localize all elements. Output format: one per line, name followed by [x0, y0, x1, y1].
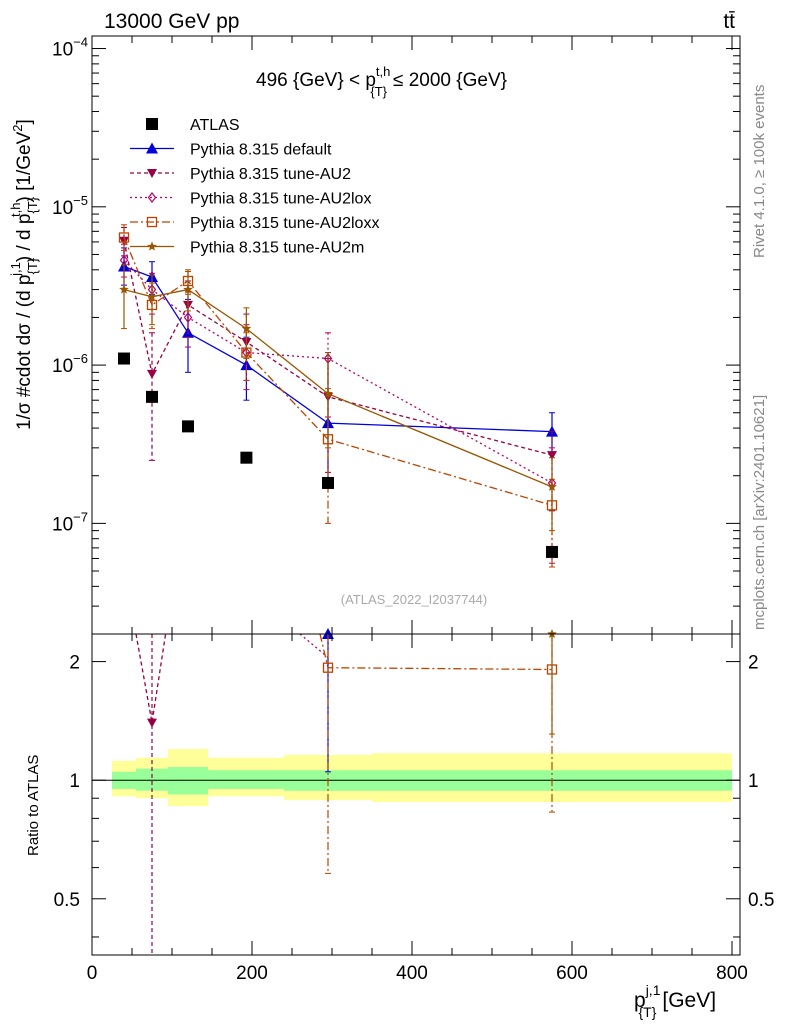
ratio-panel: 0.5 0.5 1 1 2 2 0 200 400 600 800 [54, 628, 774, 984]
header-left: 13000 GeV pp [104, 10, 239, 33]
ratio-point-au2 [147, 718, 157, 728]
mcplots-label: mcplots.cern.ch [arXiv:2401.10621] [751, 395, 768, 630]
series-line-au2lox [123, 259, 553, 484]
ratio-line-au2loxx [319, 633, 553, 671]
point-atlas [322, 476, 334, 489]
plot-title: 496 {GeV} < pt,h {T}≤ 2000 {GeV} [256, 64, 507, 99]
ratio-ytick-label-right: 0.5 [748, 890, 774, 911]
legend-label-default: Pythia 8.315 default [190, 142, 332, 159]
point-au2 [147, 369, 157, 379]
ratio-ytick-label-left: 0.5 [54, 890, 80, 911]
ratio-ytick-label-right: 1 [748, 771, 759, 792]
ratio-ytick-label-right: 2 [748, 653, 759, 674]
main-ytick-label: 10−7 [52, 509, 88, 535]
legend-label-atlas: ATLAS [190, 117, 240, 134]
ratio-ytick-label-left: 2 [69, 653, 80, 674]
ratio-line-au2 [135, 633, 167, 723]
legend-marker-au2loxx [146, 216, 158, 228]
legend-label-au2m: Pythia 8.315 tune-AU2m [190, 240, 364, 257]
xtick-label: 400 [396, 963, 428, 984]
point-atlas [240, 451, 253, 464]
legend-label-au2loxx: Pythia 8.315 tune-AU2loxx [190, 215, 379, 232]
legend-marker-default [146, 142, 158, 154]
point-au2m [241, 323, 252, 333]
main-ytick-label: 10−6 [52, 351, 88, 377]
analysis-watermark: (ATLAS_2022_I2037744) [341, 592, 487, 607]
xtick-label: 200 [236, 963, 268, 984]
series-line-default [123, 265, 553, 433]
legend-label-au2: Pythia 8.315 tune-AU2 [190, 166, 351, 183]
series-line-au2m [123, 288, 553, 488]
ratio-line-au2lox [299, 633, 329, 658]
point-atlas [546, 545, 558, 558]
point-au2m [547, 481, 557, 491]
point-au2m [147, 291, 157, 301]
ratio-frame [91, 633, 741, 956]
header-right: tt̄ [723, 10, 735, 33]
x-axis-label: pj,1 {T} [GeV] [634, 982, 716, 1020]
point-au2m [323, 388, 333, 398]
main-ytick-label: 10−4 [52, 35, 88, 61]
legend-label-au2lox: Pythia 8.315 tune-AU2lox [190, 191, 371, 208]
point-au2lox [183, 311, 193, 323]
band-inner [168, 767, 208, 795]
point-atlas [118, 352, 130, 365]
legend-marker-au2m [147, 241, 157, 251]
xtick-label: 0 [87, 963, 98, 984]
point-au2 [547, 451, 557, 461]
main-ytick-label: 10−5 [52, 193, 88, 219]
series-line-au2 [123, 240, 553, 456]
point-atlas [182, 420, 194, 433]
xtick-label: 800 [716, 963, 748, 984]
legend-marker-au2lox [147, 192, 157, 203]
point-au2m [183, 284, 193, 294]
ratio-point-au2loxx [322, 662, 334, 673]
point-au2loxx [118, 232, 130, 243]
xtick-label: 600 [556, 963, 588, 984]
series-line-au2loxx [123, 237, 553, 506]
legend-marker-atlas [146, 118, 158, 130]
ratio-ylabel: Ratio to ATLAS [25, 755, 42, 856]
ratio-ytick-label-left: 1 [69, 771, 80, 792]
legend-marker-au2 [147, 169, 157, 178]
point-au2m [119, 284, 129, 294]
point-atlas [146, 390, 158, 403]
rivet-label: Rivet 4.1.0, ≥ 100k events [751, 85, 768, 258]
main-panel: 10−7 10−6 10−5 10−4 ATLAS Pythia 8.315 defaul… [52, 35, 741, 635]
band-inner [208, 770, 284, 789]
main-ylabel: 1/σ #cdot dσ / (d p{T}j,1) / d p{T}t,h) … [8, 119, 40, 430]
